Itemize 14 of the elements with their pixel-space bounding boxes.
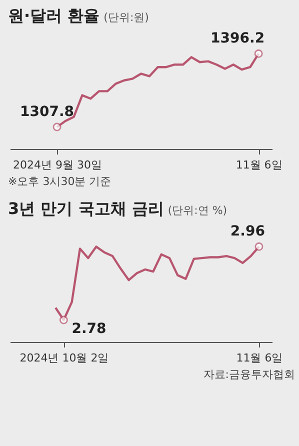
x-tick-label: 11월 6일 bbox=[236, 352, 283, 364]
data-label: 1307.8 bbox=[20, 104, 74, 120]
data-label: 2.96 bbox=[230, 224, 265, 240]
chart-subtitle: (단위:연 %) bbox=[168, 204, 228, 217]
text: 자료:금융투자협회 bbox=[203, 367, 295, 382]
chart-title: 원·달러 환율 bbox=[8, 6, 100, 25]
x-tick-label: 2024년 9월 30일 bbox=[13, 158, 102, 172]
text: ※오후 3시30분 기준 bbox=[8, 174, 112, 189]
data-label: 2.78 bbox=[72, 321, 106, 337]
x-tick-label: 11월 6일 bbox=[236, 158, 282, 172]
data-label: 1396.2 bbox=[210, 30, 265, 47]
chart-subtitle: (단위:원) bbox=[104, 11, 149, 24]
chart-title: 3년 만기 국고채 금리 bbox=[8, 199, 164, 218]
x-tick-label: 2024년 10월 2일 bbox=[20, 352, 109, 364]
